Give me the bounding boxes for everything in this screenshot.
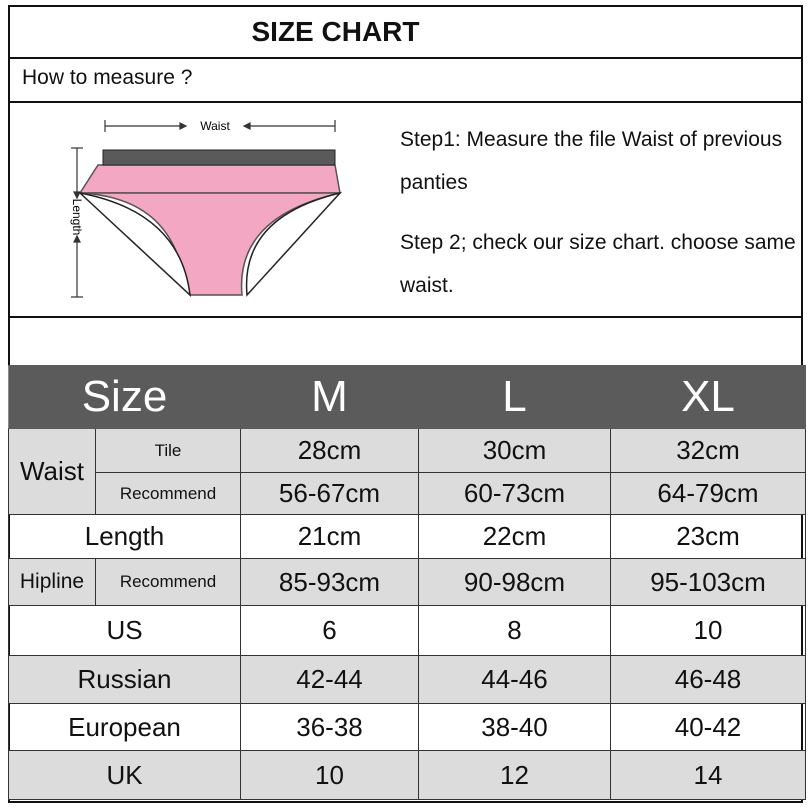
european-label: European (8, 703, 241, 751)
cell: 10 (240, 750, 419, 800)
cell: 46-48 (610, 655, 806, 704)
page-title: SIZE CHART (251, 16, 420, 47)
cell: 44-46 (418, 655, 611, 704)
hipline-label: Hipline (8, 558, 96, 606)
step-1: Step1: Measure the file Waist of previou… (400, 128, 783, 194)
uk-label: UK (8, 750, 241, 800)
header-xl: XL (610, 365, 806, 429)
divider (8, 101, 803, 103)
cell: 95-103cm (610, 558, 806, 606)
table-row: Length 21cm 22cm 23cm (8, 514, 806, 559)
recommend-label: Recommend (95, 558, 241, 606)
how-to-measure-heading: How to measure ? (22, 66, 193, 89)
cell: 21cm (240, 514, 419, 559)
cell: 90-98cm (418, 558, 611, 606)
table-row: Waist Tile 28cm 30cm 32cm (8, 428, 806, 515)
waist-label: Waist (200, 119, 230, 133)
table-row: European 36-38 38-40 40-42 (8, 703, 806, 751)
header-m: M (240, 365, 419, 429)
cell: 60-73cm (418, 472, 611, 515)
us-label: US (8, 605, 241, 656)
measure-steps: Step1: Measure the file Waist of previou… (400, 118, 800, 324)
table-row: Russian 42-44 44-46 46-48 (8, 655, 806, 704)
cell: 32cm (610, 428, 806, 473)
table-row: Recommend 56-67cm 60-73cm 64-79cm (9, 472, 806, 515)
cell: 6 (240, 605, 419, 656)
step-2: Step 2; check our size chart. choose sam… (400, 231, 796, 297)
table-row: US 6 8 10 (8, 605, 806, 656)
table-row: UK 10 12 14 (8, 750, 806, 800)
cell: 42-44 (240, 655, 419, 704)
divider (8, 316, 803, 318)
cell: 38-40 (418, 703, 611, 751)
cell: 85-93cm (240, 558, 419, 606)
table-row: Hipline Recommend 85-93cm 90-98cm 95-103… (8, 558, 806, 606)
cell: 23cm (610, 514, 806, 559)
cell: 8 (418, 605, 611, 656)
cell: 30cm (418, 428, 611, 473)
recommend-label: Recommend (95, 472, 241, 515)
tile-label: Tile (95, 428, 241, 473)
header-l: L (418, 365, 611, 429)
cell: 64-79cm (610, 472, 806, 515)
cell: 40-42 (610, 703, 806, 751)
panties-measure-diagram: Waist Length (70, 119, 343, 298)
cell: 56-67cm (240, 472, 419, 515)
russian-label: Russian (8, 655, 241, 704)
length-label: Length (70, 199, 84, 236)
divider (8, 57, 803, 59)
size-table: Size M L XL Waist Tile 28cm 30cm 32cm Re… (8, 365, 806, 800)
cell: 10 (610, 605, 806, 656)
cell: 12 (418, 750, 611, 800)
cell: 22cm (418, 514, 611, 559)
header-size: Size (8, 365, 241, 429)
waist-label: Waist (8, 428, 96, 515)
cell: 14 (610, 750, 806, 800)
cell: 28cm (240, 428, 419, 473)
header-row: Size M L XL (8, 365, 806, 429)
cell: 36-38 (240, 703, 419, 751)
length-label: Length (8, 514, 241, 559)
